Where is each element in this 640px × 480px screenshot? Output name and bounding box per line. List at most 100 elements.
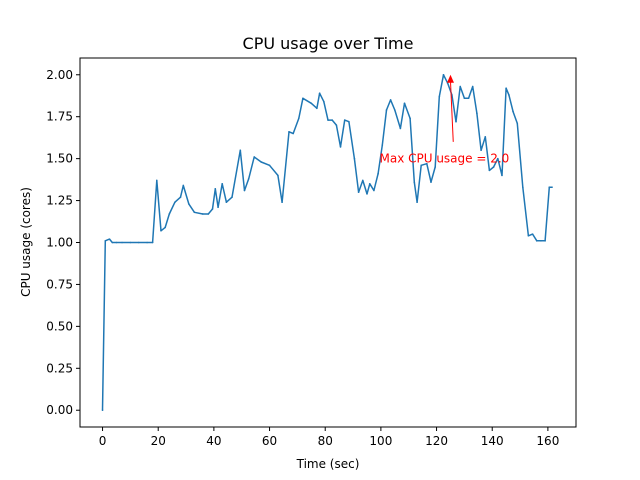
data-point: [531, 233, 534, 235]
data-point: [455, 120, 457, 123]
data-point: [231, 196, 233, 199]
y-tick-label: 0.75: [46, 277, 73, 291]
data-point: [247, 177, 250, 180]
data-point: [343, 119, 346, 121]
y-tick-label: 1.75: [46, 110, 73, 124]
data-point: [399, 127, 402, 130]
data-point: [156, 179, 158, 182]
annotation-arrowhead: [446, 74, 454, 83]
x-tick-label: 160: [536, 434, 559, 448]
data-point: [151, 241, 154, 244]
data-point: [467, 97, 470, 100]
data-point: [438, 95, 441, 98]
data-point: [121, 241, 123, 244]
x-tick-label: 140: [481, 434, 504, 448]
data-point: [381, 144, 384, 147]
data-point: [327, 119, 329, 121]
x-tick-label: 80: [318, 434, 333, 448]
data-point: [211, 208, 214, 210]
data-point: [104, 240, 107, 242]
x-tick-label: 120: [425, 434, 448, 448]
data-point: [416, 201, 418, 204]
annotation-label: Max CPU usage = 2.0: [379, 152, 509, 166]
data-point: [403, 102, 406, 105]
y-tick-label: 0.50: [46, 319, 73, 333]
data-point: [512, 110, 514, 113]
data-point: [331, 119, 333, 121]
data-point: [480, 149, 482, 152]
data-point: [323, 100, 325, 103]
data-point: [368, 182, 371, 185]
data-point: [442, 73, 445, 76]
data-point: [548, 186, 551, 188]
data-point: [488, 169, 491, 172]
data-point: [348, 120, 350, 123]
data-point: [225, 201, 228, 204]
data-point: [164, 226, 166, 229]
x-tick-label: 0: [99, 434, 107, 448]
data-point: [108, 238, 111, 240]
y-tick-label: 0.25: [46, 361, 73, 375]
data-point: [413, 181, 416, 183]
data-point: [551, 186, 553, 188]
data-point: [201, 213, 204, 215]
data-point: [297, 117, 300, 120]
data-point: [339, 146, 342, 148]
data-point: [535, 240, 538, 242]
x-axis-ticks: 0 20 40 60 80 100 120 140 160: [99, 427, 559, 448]
data-point: [459, 85, 462, 88]
data-point: [253, 156, 256, 158]
data-point: [281, 201, 283, 204]
data-point: [544, 240, 546, 242]
data-point: [292, 132, 295, 135]
data-point: [243, 189, 246, 192]
data-point: [377, 172, 379, 175]
data-point: [434, 166, 436, 168]
data-point: [221, 182, 224, 185]
data-point: [373, 189, 375, 192]
data-point: [492, 166, 495, 168]
data-point: [214, 188, 217, 190]
data-point: [137, 241, 140, 244]
data-point: [463, 97, 466, 100]
data-point: [182, 184, 185, 187]
data-point: [277, 174, 279, 177]
data-point: [527, 234, 530, 237]
data-point: [361, 179, 364, 182]
data-point: [310, 102, 313, 105]
data-point: [129, 241, 132, 244]
y-tick-label: 1.50: [46, 152, 73, 166]
data-point: [420, 164, 423, 167]
data-point: [318, 92, 321, 95]
data-point: [193, 211, 196, 214]
y-axis-label: CPU usage (cores): [19, 187, 33, 297]
data-point: [217, 206, 219, 209]
data-point: [239, 149, 242, 152]
y-tick-label: 1.00: [46, 236, 73, 250]
data-point: [516, 122, 519, 125]
annotation-arrow: [449, 80, 454, 142]
data-point: [484, 136, 487, 138]
data-point: [385, 109, 388, 111]
data-point: [288, 131, 290, 133]
data-point: [496, 157, 499, 160]
data-point: [353, 157, 356, 160]
data-point: [302, 97, 304, 100]
data-point: [505, 87, 507, 89]
y-tick-label: 2.00: [46, 68, 73, 82]
data-point: [540, 240, 542, 242]
data-points: [101, 73, 553, 412]
data-point: [111, 241, 114, 244]
x-axis-label: Time (sec): [296, 457, 360, 471]
axes-frame: [79, 57, 577, 428]
data-point: [316, 107, 318, 110]
y-axis-ticks: 0.00 0.25 0.50 0.75 1.00 1.25 1.50 1.75 2.00: [46, 68, 80, 417]
data-point: [115, 241, 118, 244]
data-point: [101, 409, 104, 412]
data-point: [426, 162, 428, 165]
data-point: [522, 186, 524, 188]
data-point: [366, 193, 368, 195]
data-point: [430, 181, 432, 183]
data-point: [168, 213, 171, 215]
